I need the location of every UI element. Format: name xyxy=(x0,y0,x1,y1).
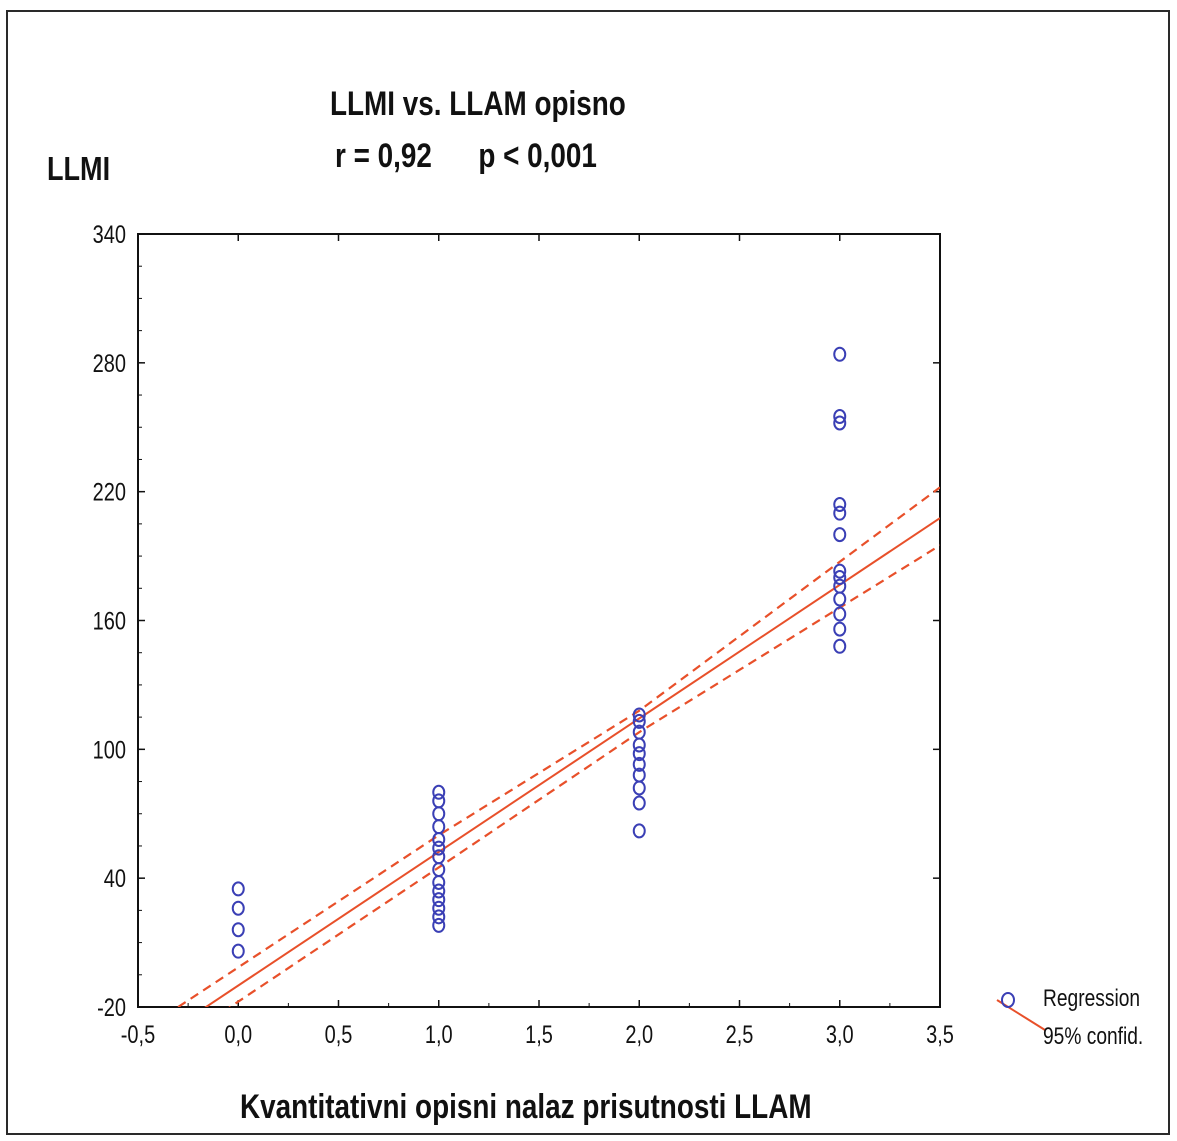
data-point xyxy=(432,874,446,890)
data-point xyxy=(632,780,646,796)
data-point xyxy=(432,917,446,933)
x-tick-label: -0,5 xyxy=(121,1021,155,1049)
data-point xyxy=(833,527,847,543)
plot-content xyxy=(177,346,940,1007)
y-axis-label: LLMI xyxy=(47,150,111,187)
data-point xyxy=(432,849,446,865)
data-point xyxy=(632,795,646,811)
data-point xyxy=(432,784,446,800)
confidence-band-upper xyxy=(177,486,940,1007)
data-point xyxy=(432,909,446,925)
data-point xyxy=(632,756,646,772)
chart-frame xyxy=(6,10,1170,1135)
data-point xyxy=(632,707,646,723)
data-point xyxy=(432,806,446,822)
x-tick-label: 1,5 xyxy=(525,1021,553,1049)
data-point xyxy=(231,881,245,897)
data-point xyxy=(833,591,847,607)
x-tick-label: 0,0 xyxy=(224,1021,252,1049)
data-point xyxy=(632,823,646,839)
data-point xyxy=(833,578,847,594)
y-tick-label: 340 xyxy=(93,221,126,249)
data-point xyxy=(231,922,245,938)
data-point xyxy=(632,713,646,729)
data-point xyxy=(432,900,446,916)
data-point xyxy=(833,563,847,579)
data-point xyxy=(432,793,446,809)
x-tick-label: 1,0 xyxy=(425,1021,453,1049)
chart-subtitle: r = 0,92 p < 0,001 xyxy=(335,137,597,175)
data-point xyxy=(231,900,245,916)
x-tick-label: 2,5 xyxy=(726,1021,754,1049)
data-point xyxy=(833,638,847,654)
data-point xyxy=(432,819,446,835)
chart-title: LLMI vs. LLAM opisno xyxy=(330,85,626,123)
data-point xyxy=(833,505,847,521)
data-point xyxy=(432,840,446,856)
data-point xyxy=(833,606,847,622)
data-point xyxy=(432,832,446,848)
y-tick-label: 160 xyxy=(93,607,126,635)
data-point xyxy=(632,724,646,740)
data-point xyxy=(833,570,847,586)
x-tick-label: 3,0 xyxy=(826,1021,854,1049)
x-tick-label: 0,5 xyxy=(325,1021,353,1049)
legend-marker-icon xyxy=(1001,992,1015,1008)
x-tick-label: 3,5 xyxy=(926,1021,954,1049)
y-tick-label: -20 xyxy=(97,994,126,1022)
data-point xyxy=(833,346,847,362)
data-point xyxy=(632,746,646,762)
data-point xyxy=(632,737,646,753)
data-point xyxy=(833,415,847,431)
y-tick-label: 220 xyxy=(93,479,126,507)
regression-line xyxy=(204,517,940,1007)
legend-label: Regression xyxy=(1043,984,1140,1012)
data-point xyxy=(833,409,847,425)
legend-label: 95% confid. xyxy=(1043,1022,1143,1050)
data-point xyxy=(231,943,245,959)
x-axis-label: Kvantitativni opisni nalaz prisutnosti L… xyxy=(240,1088,812,1126)
data-point xyxy=(432,883,446,899)
y-tick-label: 280 xyxy=(93,350,126,378)
data-point xyxy=(632,767,646,783)
x-tick-label: 2,0 xyxy=(625,1021,653,1049)
data-point xyxy=(833,621,847,637)
data-point xyxy=(432,892,446,908)
data-point xyxy=(833,497,847,513)
y-tick-label: 40 xyxy=(104,865,126,893)
confidence-band-lower xyxy=(228,544,940,1007)
y-tick-label: 100 xyxy=(93,736,126,764)
